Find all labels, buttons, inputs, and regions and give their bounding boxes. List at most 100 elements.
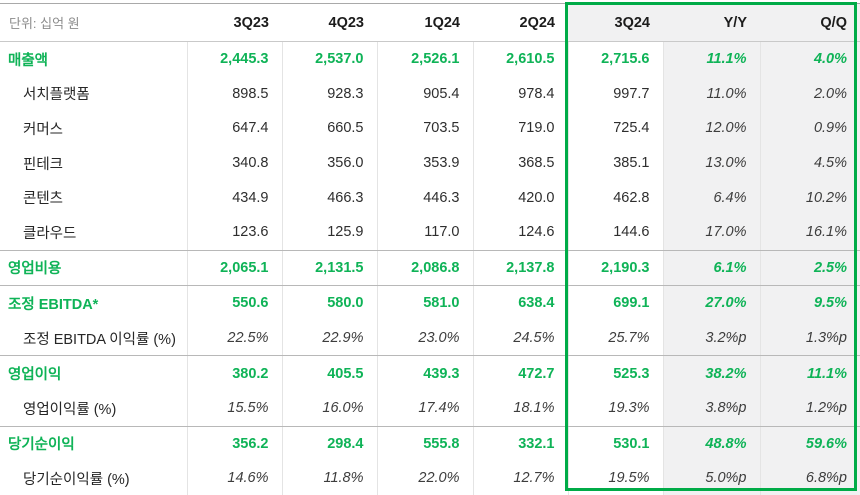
cell-3q23: 340.8 <box>186 145 282 181</box>
cell-4q23: 580.0 <box>281 285 377 321</box>
cell-2q24: 2,610.5 <box>472 41 568 77</box>
cell-yy: 3.8%p <box>662 390 760 427</box>
cell-qq: 4.0% <box>759 41 860 77</box>
cell-3q23: 898.5 <box>186 76 282 112</box>
cell-yy: 17.0% <box>662 214 760 251</box>
cell-yy: 5.0%p <box>662 461 760 495</box>
cell-2q24: 2,137.8 <box>472 250 568 287</box>
table-row: 조정 EBITDA 이익률 (%) 22.5% 22.9% 23.0% 24.5% 25.… <box>0 320 860 357</box>
cell-1q24: 703.5 <box>376 111 473 146</box>
cell-4q23: 2,537.0 <box>281 41 377 77</box>
cell-4q23: 298.4 <box>281 426 377 462</box>
table-row: 클라우드 123.6 125.9 117.0 124.6 144.6 17.0% 16.1% <box>0 214 860 251</box>
cell-1q24: 353.9 <box>376 145 473 181</box>
row-label: 커머스 <box>23 121 64 138</box>
cell-2q24: 719.0 <box>472 111 568 146</box>
cell-yy: 12.0% <box>662 111 760 146</box>
cell-yy: 6.4% <box>662 180 760 215</box>
cell-yy: 13.0% <box>662 145 760 181</box>
cell-qq: 59.6% <box>759 426 860 462</box>
financial-results-table: 단위: 십억 원 3Q23 4Q23 1Q24 2Q24 3Q24 Y/Y Q/… <box>0 3 860 495</box>
cell-yy: 48.8% <box>662 426 760 462</box>
cell-1q24: 905.4 <box>376 76 473 112</box>
cell-3q24: 2,715.6 <box>567 41 663 77</box>
column-header-3q24: 3Q24 <box>568 3 663 42</box>
table-row: 조정 EBITDA* 550.6 580.0 581.0 638.4 699.1 27.0%… <box>0 285 860 321</box>
cell-4q23: 16.0% <box>281 390 377 427</box>
table-row: 영업비용 2,065.1 2,131.5 2,086.8 2,137.8 2,190.3 6… <box>0 250 860 287</box>
cell-qq: 16.1% <box>759 214 860 251</box>
cell-4q23: 356.0 <box>281 145 377 181</box>
cell-3q24: 2,190.3 <box>567 250 663 287</box>
row-label: 영업이익률 (%) <box>0 390 187 427</box>
row-label: 당기순이익 <box>8 437 75 454</box>
cell-4q23: 22.9% <box>281 320 377 357</box>
row-label: 영업비용 <box>0 250 187 287</box>
row-label: 조정 EBITDA* <box>8 296 99 313</box>
cell-qq: 1.3%p <box>759 320 860 357</box>
cell-4q23: 11.8% <box>281 461 377 495</box>
cell-qq: 2.5% <box>759 250 860 287</box>
cell-2q24: 978.4 <box>472 76 568 112</box>
cell-yy: 27.0% <box>662 285 760 321</box>
cell-3q24: 462.8 <box>567 180 663 215</box>
column-header-4q23: 4Q23 <box>282 3 377 42</box>
cell-4q23: 125.9 <box>281 214 377 251</box>
cell-qq: 9.5% <box>759 285 860 321</box>
cell-3q24: 530.1 <box>567 426 663 462</box>
row-label: 영업이익 <box>8 367 62 384</box>
cell-1q24: 446.3 <box>376 180 473 215</box>
row-label: 콘텐츠 <box>23 191 64 208</box>
cell-3q23: 647.4 <box>186 111 282 146</box>
cell-3q24: 725.4 <box>567 111 663 146</box>
cell-qq: 1.2%p <box>759 390 860 427</box>
cell-3q24: 19.5% <box>567 461 663 495</box>
cell-3q23: 14.6% <box>186 461 282 495</box>
cell-3q23: 15.5% <box>186 390 282 427</box>
cell-2q24: 368.5 <box>472 145 568 181</box>
column-header-qq: Q/Q <box>760 3 860 42</box>
table-row: 영업이익 380.2 405.5 439.3 472.7 525.3 38.2% 11.1% <box>0 355 860 391</box>
table-row: 영업이익률 (%) 15.5% 16.0% 17.4% 18.1% 19.3% 3.8%p 1… <box>0 390 860 427</box>
cell-3q24: 525.3 <box>567 355 663 391</box>
cell-1q24: 2,526.1 <box>376 41 473 77</box>
cell-1q24: 581.0 <box>376 285 473 321</box>
table-row: 당기순이익 356.2 298.4 555.8 332.1 530.1 48.8% 59.6% <box>0 426 860 462</box>
row-label: 클라우드 <box>0 214 187 251</box>
cell-yy: 11.0% <box>662 76 760 112</box>
cell-3q23: 22.5% <box>186 320 282 357</box>
cell-3q24: 144.6 <box>567 214 663 251</box>
column-header-yy: Y/Y <box>663 3 760 42</box>
cell-3q23: 434.9 <box>186 180 282 215</box>
cell-2q24: 332.1 <box>472 426 568 462</box>
table-row: 커머스 647.4 660.5 703.5 719.0 725.4 12.0% 0.9% <box>0 111 860 146</box>
cell-qq: 11.1% <box>759 355 860 391</box>
table-row: 당기순이익률 (%) 14.6% 11.8% 22.0% 12.7% 19.5% 5.0%p… <box>0 461 860 495</box>
table-row: 서치플랫폼 898.5 928.3 905.4 978.4 997.7 11.0% 2.0% <box>0 76 860 112</box>
cell-yy: 38.2% <box>662 355 760 391</box>
column-header-1q24: 1Q24 <box>377 3 473 42</box>
cell-3q24: 19.3% <box>567 390 663 427</box>
cell-2q24: 18.1% <box>472 390 568 427</box>
cell-3q23: 2,445.3 <box>186 41 282 77</box>
row-label: 조정 EBITDA 이익률 (%) <box>0 320 187 357</box>
cell-qq: 0.9% <box>759 111 860 146</box>
column-header-2q24: 2Q24 <box>473 3 568 42</box>
cell-1q24: 555.8 <box>376 426 473 462</box>
cell-2q24: 24.5% <box>472 320 568 357</box>
cell-3q23: 550.6 <box>186 285 282 321</box>
cell-3q23: 356.2 <box>186 426 282 462</box>
cell-1q24: 22.0% <box>376 461 473 495</box>
table-body: 매출액 2,445.3 2,537.0 2,526.1 2,610.5 2,715.6 11… <box>0 41 860 495</box>
cell-1q24: 439.3 <box>376 355 473 391</box>
cell-4q23: 405.5 <box>281 355 377 391</box>
cell-4q23: 660.5 <box>281 111 377 146</box>
cell-3q23: 123.6 <box>186 214 282 251</box>
cell-1q24: 2,086.8 <box>376 250 473 287</box>
cell-qq: 4.5% <box>759 145 860 181</box>
cell-2q24: 124.6 <box>472 214 568 251</box>
cell-1q24: 117.0 <box>376 214 473 251</box>
cell-3q23: 380.2 <box>186 355 282 391</box>
cell-1q24: 23.0% <box>376 320 473 357</box>
